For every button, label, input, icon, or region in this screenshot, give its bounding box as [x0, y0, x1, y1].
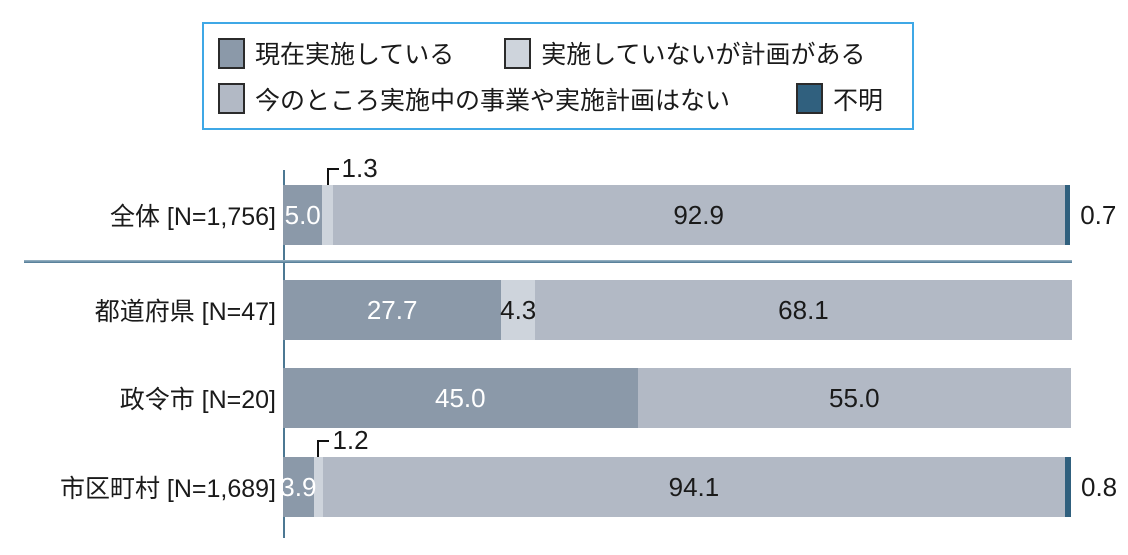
value-label: 3.9: [280, 472, 317, 502]
category-label: 全体 [N=1,756]: [109, 203, 276, 231]
stacked-bar: [283, 457, 1071, 517]
category-label: 市区町村 [N=1,689]: [59, 475, 276, 503]
bar-segment-4: [1064, 457, 1071, 517]
callout-value-label: 1.3: [341, 153, 378, 183]
legend-row-2: 今のところ実施中の事業や実施計画はない 不明: [204, 81, 912, 117]
bar-segment-2: [313, 457, 324, 517]
legend-item-unknown: 不明: [796, 81, 883, 117]
total-separator-line: [24, 260, 1072, 263]
legend-label-currently-implementing: 現在実施している: [255, 41, 455, 70]
value-label: 45.0: [434, 383, 486, 413]
value-label: 68.1: [778, 295, 829, 325]
bar-row: 都道府県 [N=47] 27.7 4.3 68.1: [0, 280, 1128, 340]
category-label: 政令市 [N=20]: [119, 386, 276, 414]
bar-segment-2: [501, 280, 536, 340]
callout-line: [326, 168, 329, 185]
y-axis-line: [283, 170, 285, 538]
bar-segment-2: [322, 185, 333, 245]
bar-segment-1: [283, 368, 638, 428]
bar-row: 全体 [N=1,756] 5.0 1.3 92.9 0.7: [0, 154, 1128, 245]
legend-swatch-no-plans: [218, 83, 245, 115]
stacked-bar: [283, 280, 1072, 340]
legend-swatch-planned: [504, 37, 532, 69]
value-label: 94.1: [668, 472, 720, 502]
bar-segment-3: [332, 185, 1065, 245]
stacked-bar: [283, 185, 1071, 245]
bar-row: 市区町村 [N=1,689] 3.9 1.2 94.1 0.8: [0, 426, 1128, 517]
value-label: 0.7: [1080, 200, 1117, 230]
legend-swatch-currently-implementing: [218, 37, 245, 69]
bar-segment-1: [283, 457, 314, 517]
callout-line: [326, 168, 339, 170]
value-label: 27.7: [366, 295, 418, 325]
value-label: 0.8: [1081, 472, 1118, 502]
callout-line: [317, 440, 330, 442]
bar-segment-3: [323, 457, 1065, 517]
value-label: 55.0: [828, 383, 880, 413]
stacked-bar: [283, 368, 1071, 428]
bar-segment-4: [1064, 185, 1071, 245]
category-label: 都道府県 [N=47]: [94, 298, 276, 326]
legend-label-no-plans: 今のところ実施中の事業や実施計画はない: [255, 86, 731, 115]
chart-legend: 現在実施している 実施していないが計画がある 今のところ実施中の事業や実施計画は…: [202, 22, 914, 130]
bar-segment-1: [283, 280, 502, 340]
bar-segment-3: [637, 368, 1071, 428]
bar-row: 政令市 [N=20] 45.0 55.0: [0, 368, 1128, 428]
legend-item-no-plans: 今のところ実施中の事業や実施計画はない: [218, 81, 730, 117]
bar-segment-1: [283, 185, 323, 245]
legend-item-planned: 実施していないが計画がある: [504, 35, 866, 71]
value-label: 92.9: [673, 200, 724, 230]
legend-item-currently-implementing: 現在実施している: [218, 35, 454, 71]
callout-line: [317, 440, 320, 457]
value-label: 4.3: [500, 295, 537, 325]
value-label: 5.0: [284, 200, 321, 230]
legend-label-unknown: 不明: [833, 86, 884, 115]
legend-row-1: 現在実施している 実施していないが計画がある: [204, 35, 912, 71]
bar-segment-3: [535, 280, 1072, 340]
callout-value-label: 1.2: [332, 425, 369, 455]
legend-swatch-unknown: [796, 83, 824, 115]
legend-label-planned: 実施していないが計画がある: [541, 41, 866, 70]
